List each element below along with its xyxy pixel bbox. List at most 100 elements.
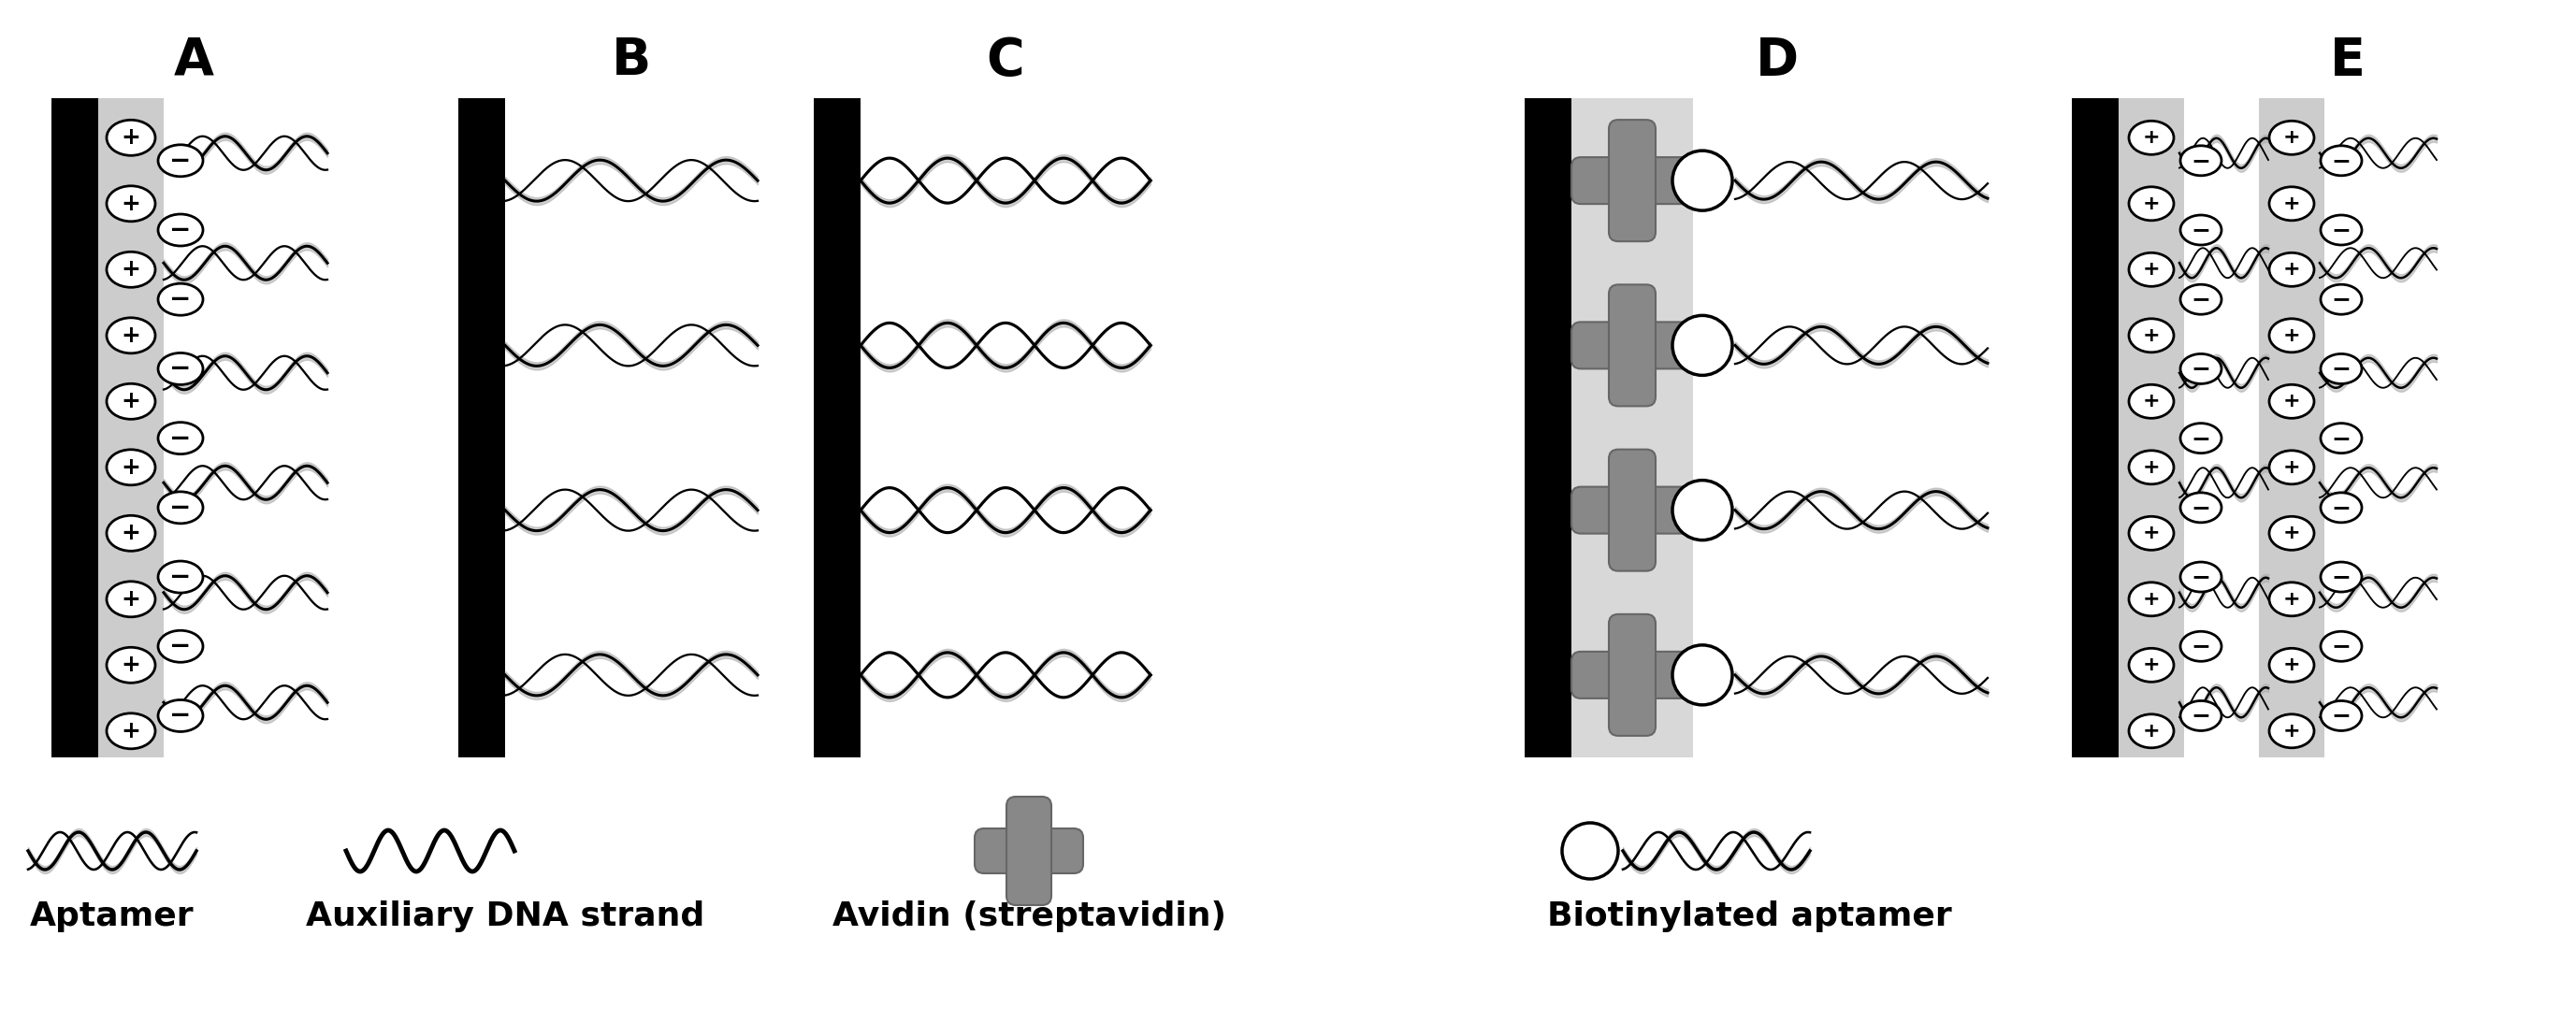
Text: +: + bbox=[2143, 524, 2161, 543]
Text: +: + bbox=[2143, 194, 2161, 213]
Text: +: + bbox=[121, 719, 142, 742]
Text: +: + bbox=[2143, 656, 2161, 675]
FancyBboxPatch shape bbox=[1007, 797, 1051, 905]
Text: −: − bbox=[170, 425, 191, 452]
Ellipse shape bbox=[2321, 493, 2362, 522]
Bar bbox=[2071, 98, 2117, 757]
Ellipse shape bbox=[2128, 252, 2174, 286]
Text: +: + bbox=[121, 127, 142, 149]
Text: −: − bbox=[2192, 635, 2210, 657]
Ellipse shape bbox=[2128, 319, 2174, 353]
Ellipse shape bbox=[106, 713, 155, 749]
Text: −: − bbox=[2331, 358, 2352, 380]
Ellipse shape bbox=[106, 120, 155, 155]
Text: D: D bbox=[1757, 36, 1798, 86]
Text: −: − bbox=[2331, 219, 2352, 241]
FancyBboxPatch shape bbox=[1610, 284, 1656, 406]
FancyBboxPatch shape bbox=[1571, 322, 1692, 369]
Text: +: + bbox=[2143, 392, 2161, 411]
Ellipse shape bbox=[2179, 354, 2221, 383]
Ellipse shape bbox=[157, 700, 204, 732]
Text: +: + bbox=[2143, 261, 2161, 279]
Ellipse shape bbox=[2269, 252, 2313, 286]
Text: +: + bbox=[121, 588, 142, 610]
Ellipse shape bbox=[2269, 121, 2313, 154]
Ellipse shape bbox=[2269, 384, 2313, 418]
Text: −: − bbox=[170, 286, 191, 313]
Ellipse shape bbox=[2179, 215, 2221, 245]
Text: +: + bbox=[2282, 722, 2300, 740]
Text: −: − bbox=[2192, 566, 2210, 589]
Text: +: + bbox=[2282, 458, 2300, 476]
Ellipse shape bbox=[157, 145, 204, 177]
Text: −: − bbox=[170, 564, 191, 590]
FancyBboxPatch shape bbox=[1571, 652, 1692, 698]
Bar bbox=[1525, 98, 1571, 757]
Circle shape bbox=[1672, 150, 1731, 211]
Circle shape bbox=[1672, 645, 1731, 705]
Text: −: − bbox=[170, 356, 191, 382]
Ellipse shape bbox=[106, 647, 155, 683]
Text: E: E bbox=[2331, 36, 2365, 86]
Ellipse shape bbox=[106, 383, 155, 419]
Bar bbox=[1571, 98, 1692, 757]
Ellipse shape bbox=[2128, 714, 2174, 748]
Text: B: B bbox=[611, 36, 652, 86]
Text: −: − bbox=[2192, 149, 2210, 172]
Ellipse shape bbox=[2321, 146, 2362, 176]
Text: Aptamer: Aptamer bbox=[31, 900, 193, 932]
Circle shape bbox=[1561, 823, 1618, 879]
Ellipse shape bbox=[2179, 423, 2221, 453]
Bar bbox=[52, 98, 98, 757]
Ellipse shape bbox=[157, 422, 204, 454]
Ellipse shape bbox=[2269, 319, 2313, 353]
Ellipse shape bbox=[157, 215, 204, 246]
Text: −: − bbox=[2192, 427, 2210, 450]
Text: −: − bbox=[2331, 427, 2352, 450]
Text: +: + bbox=[2282, 524, 2300, 543]
Ellipse shape bbox=[2321, 701, 2362, 731]
Bar bbox=[2259, 98, 2324, 757]
Ellipse shape bbox=[2179, 701, 2221, 731]
Ellipse shape bbox=[157, 353, 204, 384]
Ellipse shape bbox=[2269, 516, 2313, 550]
Ellipse shape bbox=[2269, 648, 2313, 682]
Ellipse shape bbox=[2128, 187, 2174, 221]
Ellipse shape bbox=[2128, 648, 2174, 682]
Ellipse shape bbox=[157, 561, 204, 593]
Ellipse shape bbox=[2179, 146, 2221, 176]
Text: Biotinylated aptamer: Biotinylated aptamer bbox=[1546, 900, 1953, 932]
Ellipse shape bbox=[106, 186, 155, 222]
Ellipse shape bbox=[157, 283, 204, 316]
Ellipse shape bbox=[2179, 493, 2221, 522]
Text: −: − bbox=[2331, 149, 2352, 172]
Circle shape bbox=[1672, 480, 1731, 540]
Ellipse shape bbox=[2128, 384, 2174, 418]
Ellipse shape bbox=[2321, 632, 2362, 661]
Text: +: + bbox=[2282, 261, 2300, 279]
Bar bbox=[814, 98, 860, 757]
Text: −: − bbox=[170, 703, 191, 729]
Ellipse shape bbox=[2128, 121, 2174, 154]
Ellipse shape bbox=[2269, 714, 2313, 748]
Ellipse shape bbox=[2269, 187, 2313, 221]
Ellipse shape bbox=[2179, 562, 2221, 592]
Text: +: + bbox=[2143, 129, 2161, 147]
Ellipse shape bbox=[2321, 423, 2362, 453]
Ellipse shape bbox=[2128, 583, 2174, 616]
Text: +: + bbox=[121, 654, 142, 677]
Text: +: + bbox=[2282, 656, 2300, 675]
FancyBboxPatch shape bbox=[974, 829, 1082, 874]
Text: −: − bbox=[170, 217, 191, 243]
Ellipse shape bbox=[106, 251, 155, 287]
Text: −: − bbox=[2192, 288, 2210, 311]
Ellipse shape bbox=[2269, 451, 2313, 484]
Text: −: − bbox=[2331, 635, 2352, 657]
Text: Auxiliary DNA strand: Auxiliary DNA strand bbox=[307, 900, 703, 932]
Text: C: C bbox=[987, 36, 1025, 86]
Text: +: + bbox=[2143, 326, 2161, 344]
Text: +: + bbox=[2282, 194, 2300, 213]
Ellipse shape bbox=[106, 582, 155, 617]
Text: −: − bbox=[2331, 566, 2352, 589]
Text: +: + bbox=[121, 390, 142, 413]
